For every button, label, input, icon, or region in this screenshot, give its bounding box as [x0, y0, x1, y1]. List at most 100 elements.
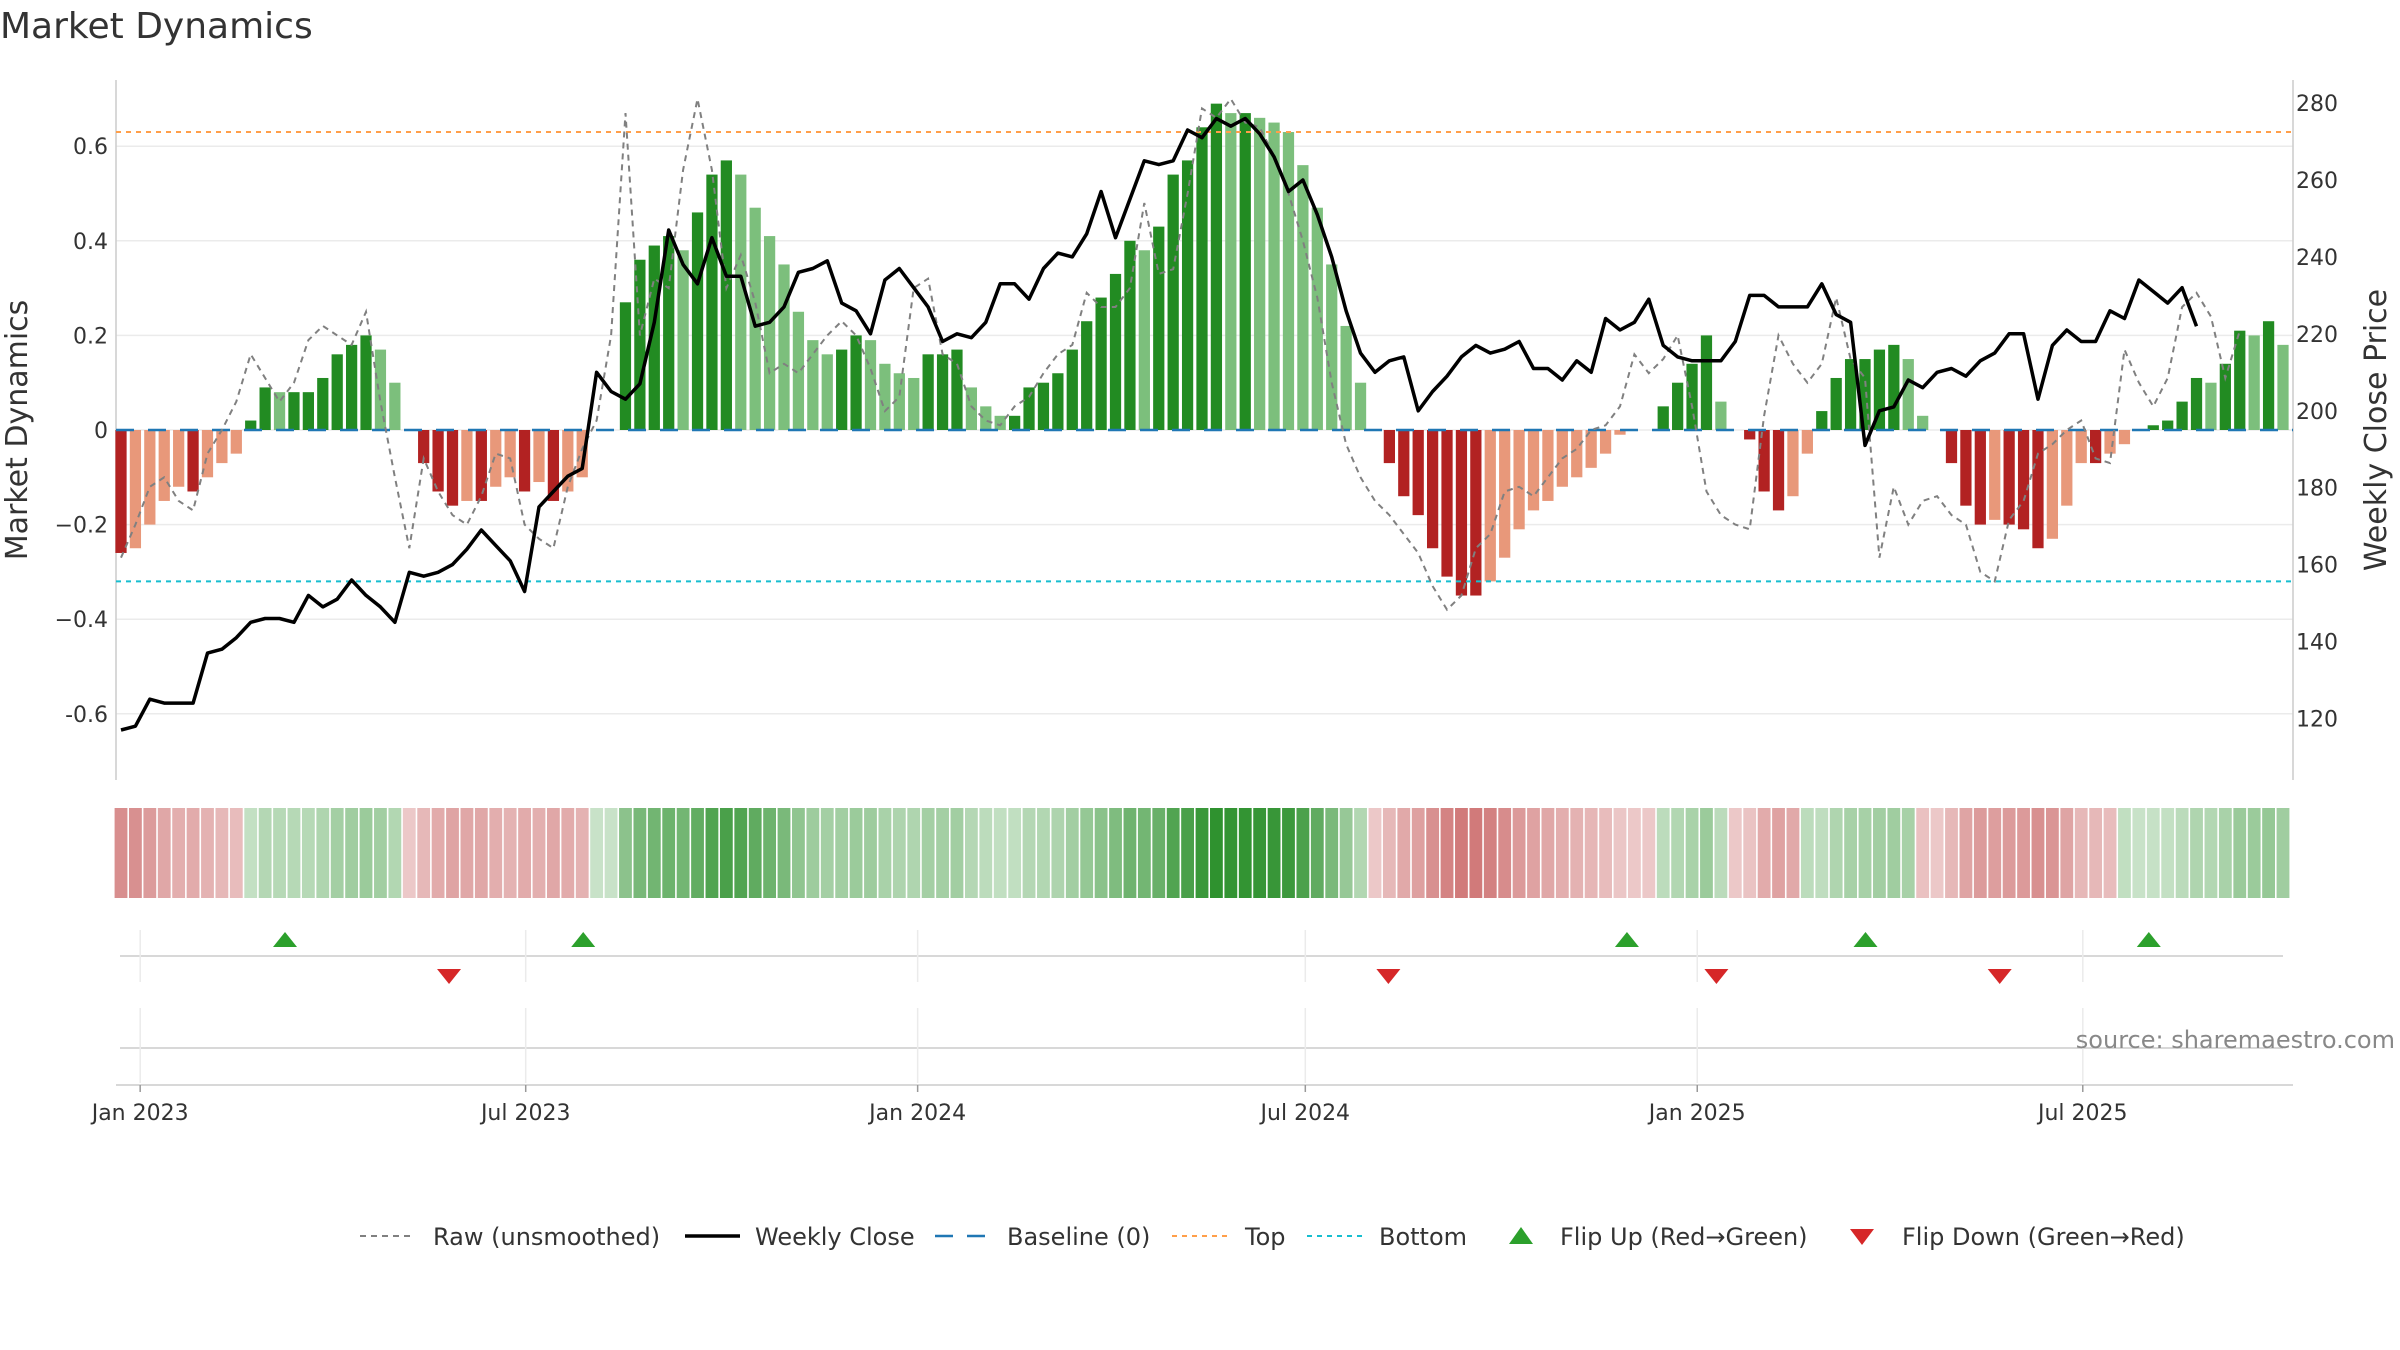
regime-cell [2276, 808, 2290, 898]
bar [1945, 430, 1958, 464]
regime-cell [1253, 808, 1267, 898]
bar [2162, 420, 2174, 430]
regime-cell [1137, 808, 1151, 898]
regime-cell [719, 808, 733, 898]
bar [173, 430, 185, 487]
regime-cell [1772, 808, 1785, 898]
regime-cell [273, 808, 286, 898]
bar [389, 382, 401, 430]
bar [980, 406, 992, 430]
regime-cell [878, 808, 892, 898]
regime-cell [2146, 808, 2160, 898]
bar [1960, 430, 1972, 506]
regime-cell [647, 808, 661, 898]
bar [1758, 430, 1770, 492]
regime-cell [1037, 808, 1050, 898]
bar [965, 387, 978, 430]
y2-tick-label: 260 [2296, 169, 2338, 194]
regime-cell [1642, 808, 1656, 898]
regime-cell [1426, 808, 1440, 898]
bar [1455, 430, 1468, 596]
y2-tick-label: 280 [2296, 92, 2338, 117]
bar [1830, 377, 1842, 430]
bar [1109, 273, 1122, 430]
regime-cell [777, 808, 791, 898]
bar [1383, 430, 1395, 464]
bar [2046, 430, 2059, 539]
bar [475, 430, 487, 501]
axes: -0.6 −0.4 −0.2 0 0.2 0.4 0.6 120 140 160 180 200 220… [55, 80, 2338, 780]
flip-up-marker [2136, 932, 2161, 947]
bar [1282, 132, 1295, 430]
bar [230, 430, 242, 454]
bar [1326, 264, 1338, 430]
bar [1354, 382, 1367, 430]
regime-cell [2060, 808, 2074, 898]
bar [1009, 415, 1021, 430]
regime-cell [835, 808, 849, 898]
bar [144, 430, 156, 525]
bar [374, 349, 387, 430]
bar [2277, 344, 2289, 430]
bar [2003, 430, 2015, 525]
regime-cell [1945, 808, 1958, 898]
regime-cell [1728, 808, 1742, 898]
regime-cell [806, 808, 820, 898]
regime-cell [388, 808, 402, 898]
regime-cell [2247, 808, 2261, 898]
regime-cell [489, 808, 503, 898]
bar [1816, 411, 1828, 430]
bar [1888, 344, 1900, 430]
regime-cell [1238, 808, 1252, 898]
chart-title: Market Dynamics [0, 6, 313, 47]
legend-label: Baseline (0) [1007, 1223, 1150, 1251]
bar [1210, 103, 1223, 430]
flip-down-marker [1987, 969, 2012, 984]
bar [273, 392, 286, 430]
regime-cell [1411, 808, 1425, 898]
regime-cell [287, 808, 301, 898]
regime-cell [1815, 808, 1829, 898]
bar [2104, 430, 2116, 454]
regime-cell [1195, 808, 1209, 898]
regime-cell [1152, 808, 1166, 898]
bar [288, 392, 300, 430]
bar [245, 420, 257, 430]
regime-cell [1714, 808, 1728, 898]
bar [1974, 430, 1986, 525]
flip-up-marker [1614, 932, 1639, 947]
regime-cell [1440, 808, 1454, 898]
bar [951, 349, 963, 430]
regime-cell [619, 808, 632, 898]
legend-label: Flip Up (Red→Green) [1560, 1223, 1808, 1251]
regime-cell [1397, 808, 1411, 898]
bar [1744, 430, 1756, 440]
bar [345, 344, 358, 430]
regime-cell [1123, 808, 1137, 898]
regime-cell [2074, 808, 2088, 898]
regime-cell [2190, 808, 2203, 898]
y2-tick-label: 120 [2296, 707, 2338, 732]
legend-label: Flip Down (Green→Red) [1902, 1223, 2185, 1251]
regime-cell [460, 808, 474, 898]
x-tick-label: Jul 2023 [479, 1101, 571, 1126]
regime-cell [1022, 808, 1036, 898]
bar [1138, 250, 1150, 430]
regime-cell [1786, 808, 1800, 898]
regime-cell [1800, 808, 1814, 898]
bar [1268, 122, 1280, 430]
regime-cell [316, 808, 330, 898]
regime-cell [1627, 808, 1641, 898]
bars [115, 103, 2289, 596]
y-tick-label: 0.2 [73, 324, 108, 349]
x-tick-label: Jan 2024 [867, 1101, 966, 1126]
regime-cell [2017, 808, 2030, 898]
x-tick-label: Jul 2025 [2036, 1101, 2128, 1126]
bar [331, 354, 343, 430]
bar [518, 430, 531, 492]
regime-cell [201, 808, 214, 898]
regime-cell [1916, 808, 1930, 898]
regime-cell [748, 808, 762, 898]
bar [1484, 430, 1496, 582]
regime-cell [1008, 808, 1022, 898]
